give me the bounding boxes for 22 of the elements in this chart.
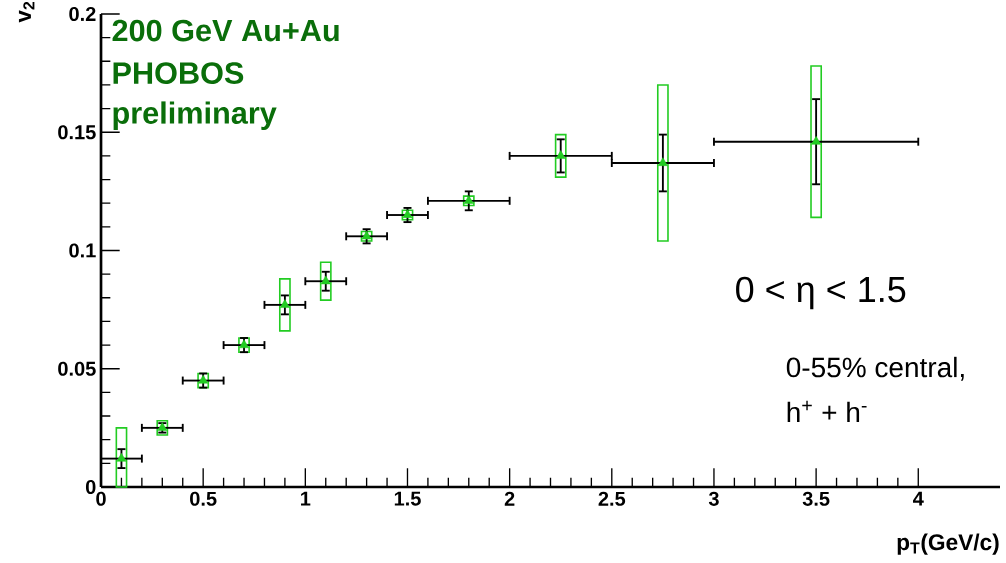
x-tick-label: 1 xyxy=(301,491,311,506)
annotation: h$^{+}$ + h$^{-}$ xyxy=(787,400,867,422)
y-tick-label: 0.15 xyxy=(58,125,96,140)
x-tick-label: 0 xyxy=(96,491,106,506)
x-tick-label: 4 xyxy=(913,491,924,506)
y-axis-title: v$_{2}$ xyxy=(18,1,35,23)
annotation: preliminary xyxy=(113,101,277,130)
x-tick-label: 1.5 xyxy=(394,491,421,506)
annotation: 0 < η < 1.5 xyxy=(736,276,906,310)
x-axis-title: p$_{T}$(GeV/c) xyxy=(897,533,999,555)
x-tick-label: 3.5 xyxy=(802,491,830,506)
x-tick-label: 2.5 xyxy=(598,491,626,506)
y-tick-label: 0.2 xyxy=(69,6,96,22)
annotation: 0-55% central, xyxy=(786,356,964,381)
y-tick-label: 0 xyxy=(85,479,96,495)
x-tick-label: 2 xyxy=(504,491,515,506)
x-tick-label: 0.5 xyxy=(190,491,217,506)
x-tick-label: 3 xyxy=(708,491,719,506)
annotation: 200 GeV Au+Au xyxy=(112,19,339,42)
y-tick-label: 0.1 xyxy=(69,243,96,258)
y-tick-label: 0.05 xyxy=(58,361,96,376)
annotation: PHOBOS xyxy=(113,62,244,84)
